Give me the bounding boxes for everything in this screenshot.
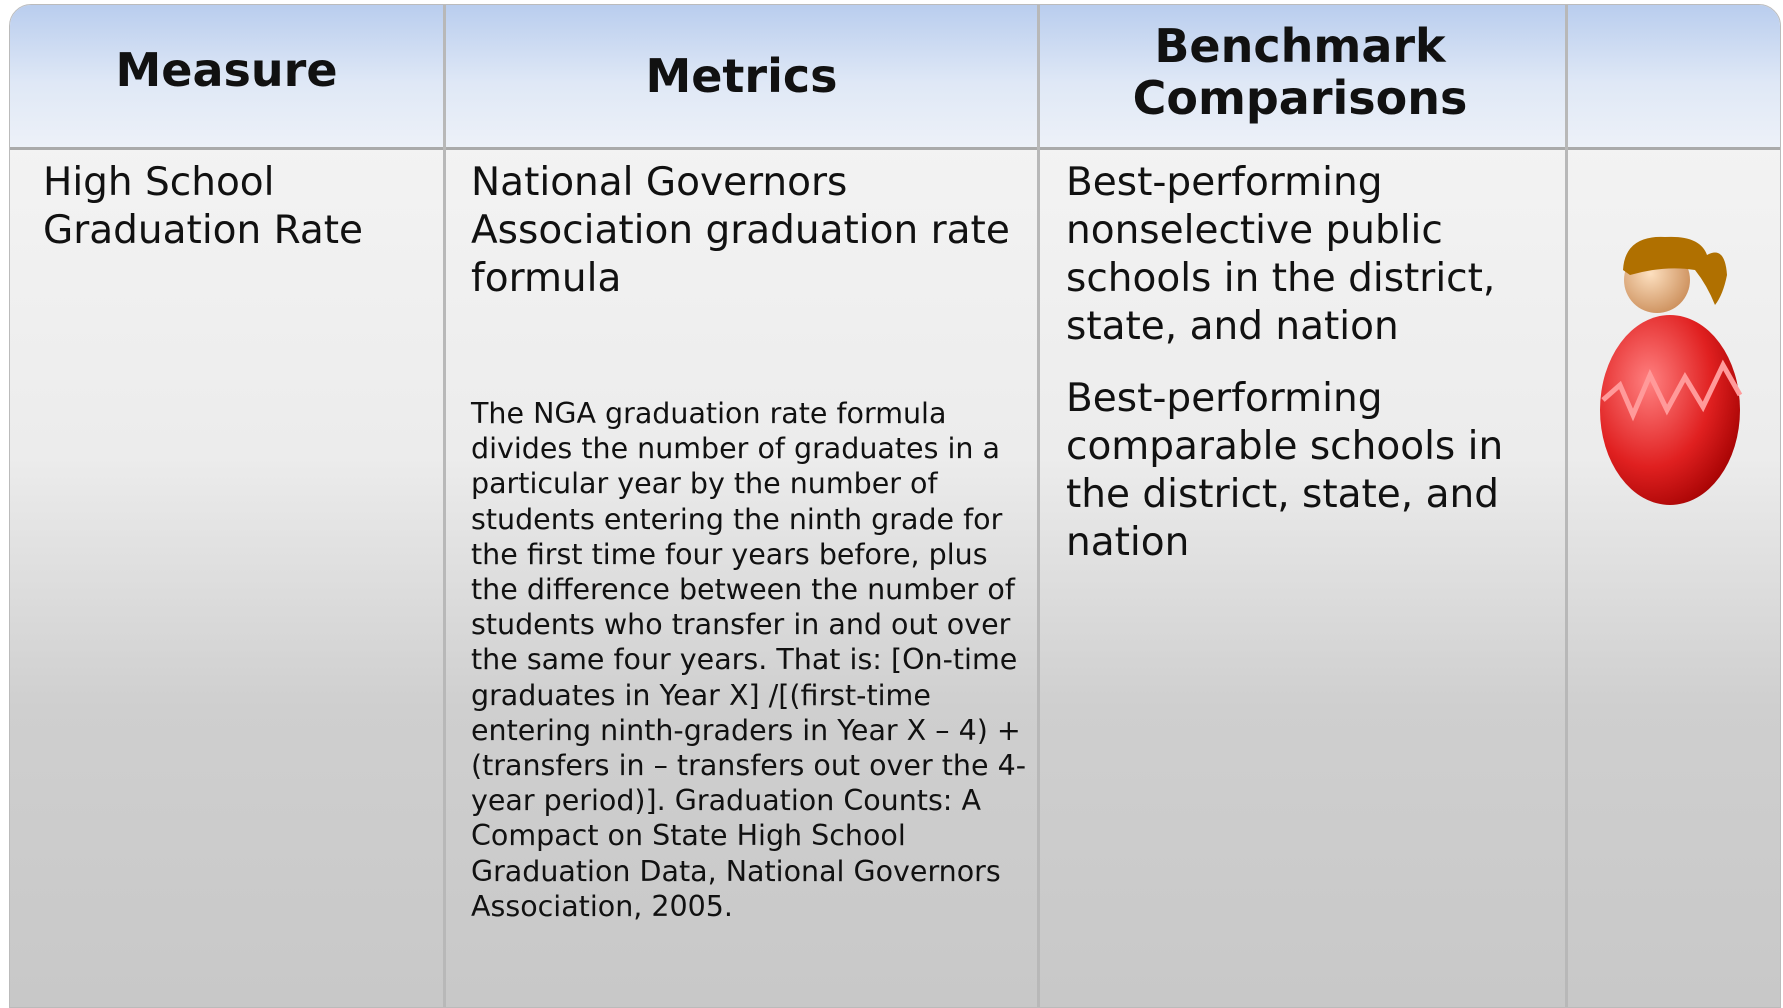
metric-title: National Governors Association graduatio… (471, 159, 1031, 303)
table: Measure Metrics Benchmark Comparisons Hi… (9, 4, 1781, 1008)
column-divider (443, 5, 446, 1007)
column-divider (1565, 5, 1568, 1007)
benchmark-item: Best-performing comparable schools in th… (1066, 375, 1546, 567)
column-divider (1037, 5, 1040, 1007)
header-cell: Benchmark Comparisons (1060, 4, 1540, 143)
metric-note: The NGA graduation rate formula divides … (471, 396, 1031, 924)
header-cell: Measure (10, 4, 443, 141)
header-cell: Metrics (446, 5, 1037, 147)
person-icon (1595, 225, 1745, 510)
page: Measure Metrics Benchmark Comparisons Hi… (0, 0, 1783, 1008)
benchmark-item: Best-performing nonselective public scho… (1066, 159, 1546, 351)
measure-cell: High School Graduation Rate (43, 159, 423, 255)
